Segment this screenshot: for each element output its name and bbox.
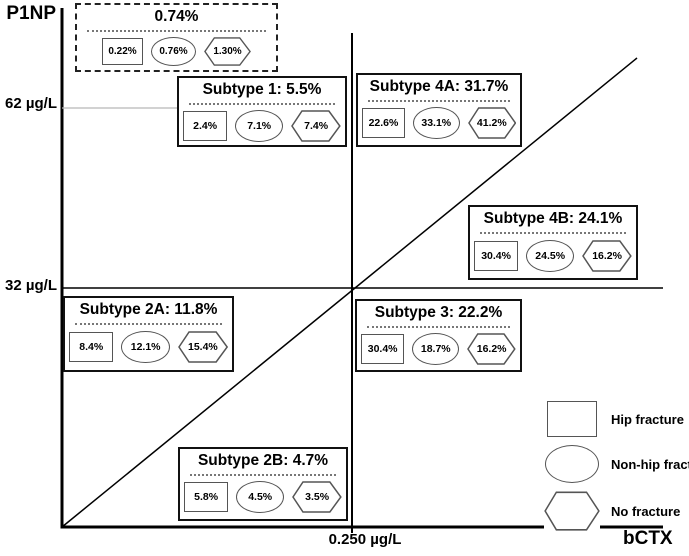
non-hip-fracture-shape: 7.1% [235, 109, 284, 142]
no-fracture-shape: 7.4% [291, 109, 341, 142]
x-axis-title: bCTX [623, 528, 673, 549]
separator [480, 231, 626, 234]
legend: Hip fracture Non-hip fracture No fractur… [543, 401, 689, 531]
legend-label: Non-hip fracture [611, 456, 689, 472]
group-box-subtype-2a: Subtype 2A: 11.8% 8.4% 12.1% 15.4% [63, 296, 234, 372]
x-tick-0250: 0.250 µg/L [328, 531, 402, 548]
legend-item-hip-fracture: Hip fracture [543, 401, 689, 437]
legend-label: No fracture [611, 503, 681, 519]
legend-item-no-fracture: No fracture [543, 491, 689, 531]
group-box-subtype-4b: Subtype 4B: 24.1% 30.4% 24.5% 16.2% [468, 205, 638, 280]
no-fracture-shape: 41.2% [467, 107, 516, 140]
group-title: Subtype 2A: 11.8% [79, 301, 218, 318]
group-title: Subtype 2B: 4.7% [197, 452, 329, 469]
separator [367, 325, 510, 328]
y-tick-62: 62 µg/L [5, 95, 57, 112]
y-tick-32: 32 µg/L [5, 277, 57, 294]
non-hip-fracture-shape: 24.5% [526, 239, 575, 272]
no-fracture-shape: 15.4% [177, 331, 228, 364]
group-title: Subtype 4A: 31.7% [369, 78, 509, 95]
non-hip-fracture-shape: 4.5% [236, 481, 285, 514]
no-fracture-shape: 3.5% [292, 481, 342, 514]
non-hip-fracture-shape: 0.76% [151, 36, 196, 66]
separator [189, 102, 335, 105]
legend-label: Hip fracture [611, 411, 684, 427]
group-box-subtype-2b: Subtype 2B: 4.7% 5.8% 4.5% 3.5% [178, 447, 348, 521]
ellipse-icon [545, 445, 599, 483]
group-title: Subtype 4B: 24.1% [483, 210, 623, 227]
hip-fracture-shape: 30.4% [474, 240, 519, 271]
hexagon-icon [544, 491, 600, 531]
legend-item-non-hip-fracture: Non-hip fracture [543, 445, 689, 483]
no-fracture-shape: 1.30% [204, 36, 251, 66]
non-hip-fracture-shape: 33.1% [412, 107, 460, 140]
group-title: Subtype 1: 5.5% [202, 81, 322, 98]
rectangle-icon [547, 401, 597, 437]
separator [190, 473, 336, 476]
group-box-subtype-3: Subtype 3: 22.2% 30.4% 18.7% 16.2% [355, 299, 522, 372]
separator [368, 99, 510, 102]
group-box-subtype-1: Subtype 1: 5.5% 2.4% 7.1% 7.4% [177, 76, 347, 147]
separator [87, 29, 266, 32]
hip-fracture-shape: 22.6% [362, 108, 405, 139]
hip-fracture-shape: 2.4% [183, 110, 228, 141]
y-axis-title: P1NP [6, 3, 56, 24]
non-hip-fracture-shape: 12.1% [121, 331, 170, 364]
hip-fracture-shape: 5.8% [184, 482, 229, 513]
hip-fracture-shape: 30.4% [361, 333, 405, 364]
separator [75, 322, 222, 325]
non-hip-fracture-shape: 18.7% [412, 332, 460, 365]
group-box-subtype-4a: Subtype 4A: 31.7% 22.6% 33.1% 41.2% [356, 73, 522, 147]
hip-fracture-shape: 8.4% [69, 332, 114, 363]
group-title: 0.74% [154, 8, 199, 25]
hip-fracture-shape: 0.22% [102, 37, 143, 65]
no-fracture-shape: 16.2% [582, 239, 632, 272]
group-box-unclassified: 0.74% 0.22% 0.76% 1.30% [75, 3, 278, 72]
no-fracture-shape: 16.2% [467, 332, 516, 365]
group-title: Subtype 3: 22.2% [374, 304, 503, 321]
